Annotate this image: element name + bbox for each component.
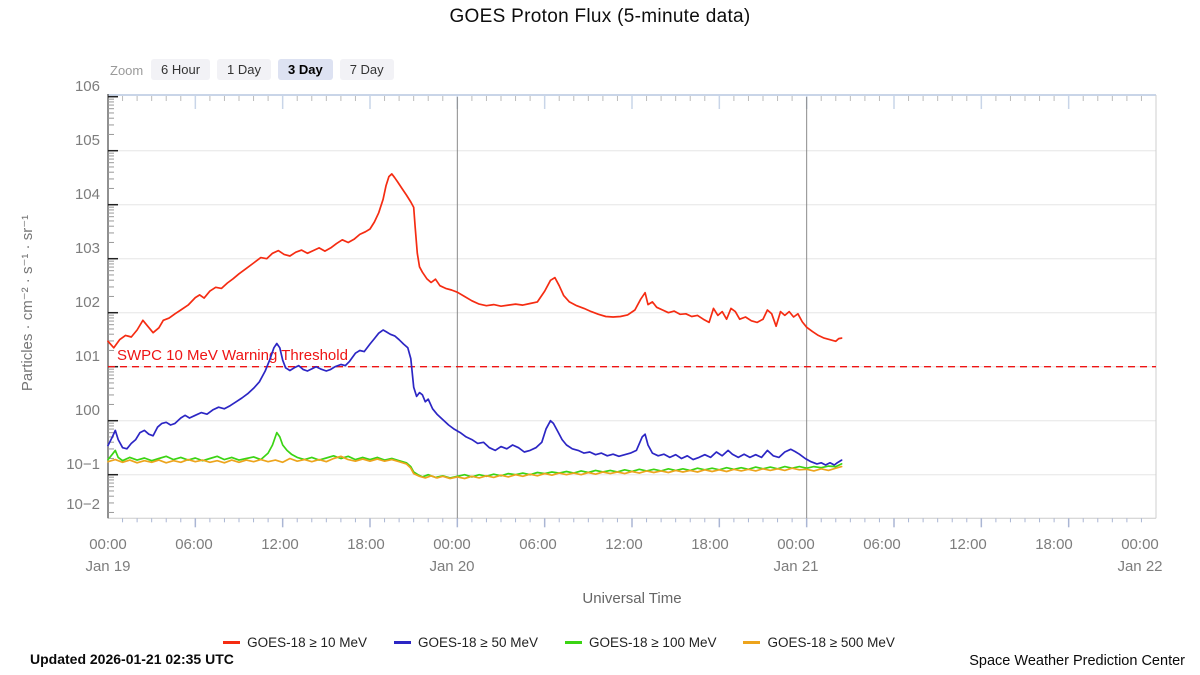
y-tick-label: 10−1 — [66, 455, 100, 473]
legend-swatch-icon — [565, 641, 582, 644]
x-date-label: Jan 21 — [773, 558, 819, 575]
y-tick-label: 106 — [74, 77, 100, 95]
y-tick-label: 103 — [74, 239, 100, 257]
zoom-button-3-day[interactable]: 3 Day — [278, 59, 333, 80]
x-tick-label: 12:00 — [261, 536, 299, 553]
x-tick-label: 12:00 — [949, 536, 987, 553]
legend-label: GOES-18 ≥ 50 MeV — [418, 635, 538, 650]
legend: GOES-18 ≥ 10 MeV GOES-18 ≥ 50 MeV GOES-18 … — [0, 635, 1200, 650]
x-tick-label: 00:00 — [1121, 536, 1159, 553]
x-date-label: Jan 22 — [1117, 558, 1163, 575]
legend-item: GOES-18 ≥ 100 MeV — [565, 635, 716, 650]
chart-title: GOES Proton Flux (5-minute data) — [449, 6, 751, 27]
zoom-button-1-day[interactable]: 1 Day — [217, 59, 271, 80]
legend-label: GOES-18 ≥ 500 MeV — [767, 635, 895, 650]
x-tick-label: 00:00 — [777, 536, 815, 553]
x-tick-label: 06:00 — [863, 536, 901, 553]
x-axis-title: Universal Time — [582, 590, 682, 607]
legend-label: GOES-18 ≥ 100 MeV — [589, 635, 717, 650]
x-tick-label: 18:00 — [1035, 536, 1073, 553]
credit: Space Weather Prediction Center — [969, 653, 1185, 669]
x-tick-label: 06:00 — [175, 536, 213, 553]
legend-swatch-icon — [394, 641, 412, 644]
y-tick-label: 101 — [74, 347, 100, 365]
zoom-button-7-day[interactable]: 7 Day — [339, 59, 394, 80]
y-tick-label: 102 — [74, 293, 100, 311]
x-tick-label: 00:00 — [89, 536, 127, 553]
y-tick-label: 10−2 — [66, 496, 100, 513]
x-tick-label: 18:00 — [347, 536, 385, 553]
updated-timestamp: Updated 2026-01-21 02:35 UTC — [30, 651, 234, 667]
legend-swatch-icon — [743, 641, 761, 644]
legend-label: GOES-18 ≥ 10 MeV — [247, 635, 368, 650]
zoom-button-6-hour[interactable]: 6 Hour — [151, 59, 211, 80]
legend-item: GOES-18 ≥ 10 MeV — [223, 635, 367, 650]
x-date-label: Jan 19 — [85, 558, 131, 575]
x-tick-label: 18:00 — [691, 536, 729, 553]
x-tick-label: 12:00 — [605, 536, 643, 553]
y-tick-label: 105 — [74, 131, 100, 149]
legend-item: GOES-18 ≥ 500 MeV — [743, 635, 895, 650]
zoom-control: 6 Hour 1 Day 3 Day 7 Day — [151, 59, 394, 80]
y-tick-label: 100 — [74, 401, 100, 419]
y-tick-label: 104 — [74, 185, 100, 203]
x-tick-label: 00:00 — [433, 536, 471, 553]
x-date-label: Jan 20 — [429, 558, 475, 575]
x-tick-label: 06:00 — [519, 536, 557, 553]
legend-item: GOES-18 ≥ 50 MeV — [394, 635, 538, 650]
plot-area[interactable] — [108, 95, 1156, 519]
y-axis-title: Particles · cm⁻² · s⁻¹ · sr⁻¹ — [19, 214, 36, 392]
zoom-control-label: Zoom — [110, 63, 144, 78]
legend-swatch-icon — [223, 641, 241, 644]
